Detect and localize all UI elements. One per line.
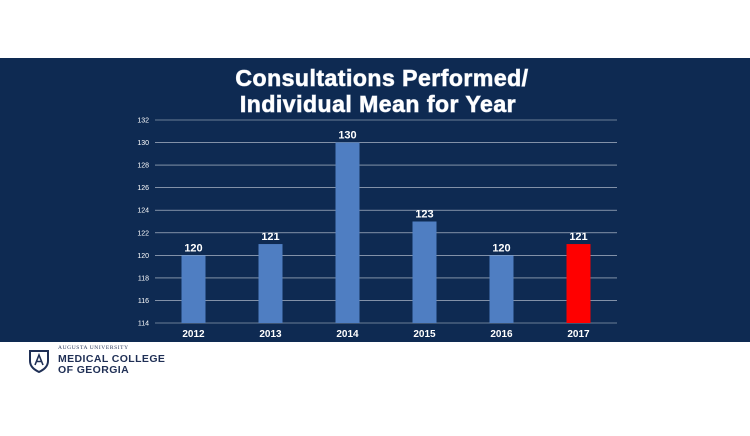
y-tick-label: 126 <box>137 185 149 192</box>
y-tick-label: 120 <box>137 253 149 260</box>
x-tick-label-2017: 2017 <box>567 329 590 340</box>
bar-2016 <box>489 255 514 323</box>
bar-2017 <box>566 244 591 323</box>
y-tick-label: 132 <box>137 118 149 125</box>
bar-2013 <box>258 244 283 323</box>
x-tick-label-2014: 2014 <box>336 329 359 340</box>
data-label-2012: 120 <box>184 242 202 254</box>
college-logo: AUGUSTA UNIVERSITY MEDICAL COLLEGE OF GE… <box>28 345 166 376</box>
data-label-2014: 130 <box>338 130 356 142</box>
shield-icon <box>29 350 49 373</box>
bar-2012 <box>181 255 206 323</box>
y-tick-label: 128 <box>137 163 149 170</box>
chart-title-line-2: Individual Mean for Year <box>240 91 516 117</box>
x-tick-label-2015: 2015 <box>413 329 436 340</box>
y-tick-label: 124 <box>137 208 149 215</box>
x-tick-label-2012: 2012 <box>182 329 205 340</box>
y-tick-label: 114 <box>138 321 149 328</box>
chart-title-line-1: Consultations Performed/ <box>235 65 528 91</box>
data-label-2017: 121 <box>569 231 587 243</box>
bars <box>181 142 591 323</box>
chart-slide: Consultations Performed/ Individual Mean… <box>0 58 750 342</box>
x-axis-ticks: 2012 2013 2014 2015 2016 2017 <box>182 329 590 340</box>
x-tick-label-2013: 2013 <box>259 329 282 340</box>
y-tick-label: 118 <box>138 275 149 282</box>
college-name-line-1: MEDICAL COLLEGE <box>58 352 166 365</box>
bar-2014 <box>335 142 360 323</box>
gridlines <box>155 119 617 324</box>
bar-2015 <box>412 221 437 323</box>
x-tick-label-2016: 2016 <box>490 329 513 340</box>
data-label-2016: 120 <box>492 242 510 254</box>
y-tick-label: 116 <box>138 298 149 305</box>
bar-chart: Consultations Performed/ Individual Mean… <box>137 65 617 340</box>
data-labels: 120 121 130 123 120 121 <box>184 130 587 255</box>
college-name-line-2: OF GEORGIA <box>58 363 130 376</box>
university-name: AUGUSTA UNIVERSITY <box>58 345 129 352</box>
y-tick-label: 130 <box>137 140 149 147</box>
data-label-2013: 121 <box>261 231 279 243</box>
y-tick-label: 122 <box>137 230 149 237</box>
y-axis-ticks: 114 116 118 120 122 124 126 128 130 132 <box>137 118 149 328</box>
data-label-2015: 123 <box>415 209 433 221</box>
